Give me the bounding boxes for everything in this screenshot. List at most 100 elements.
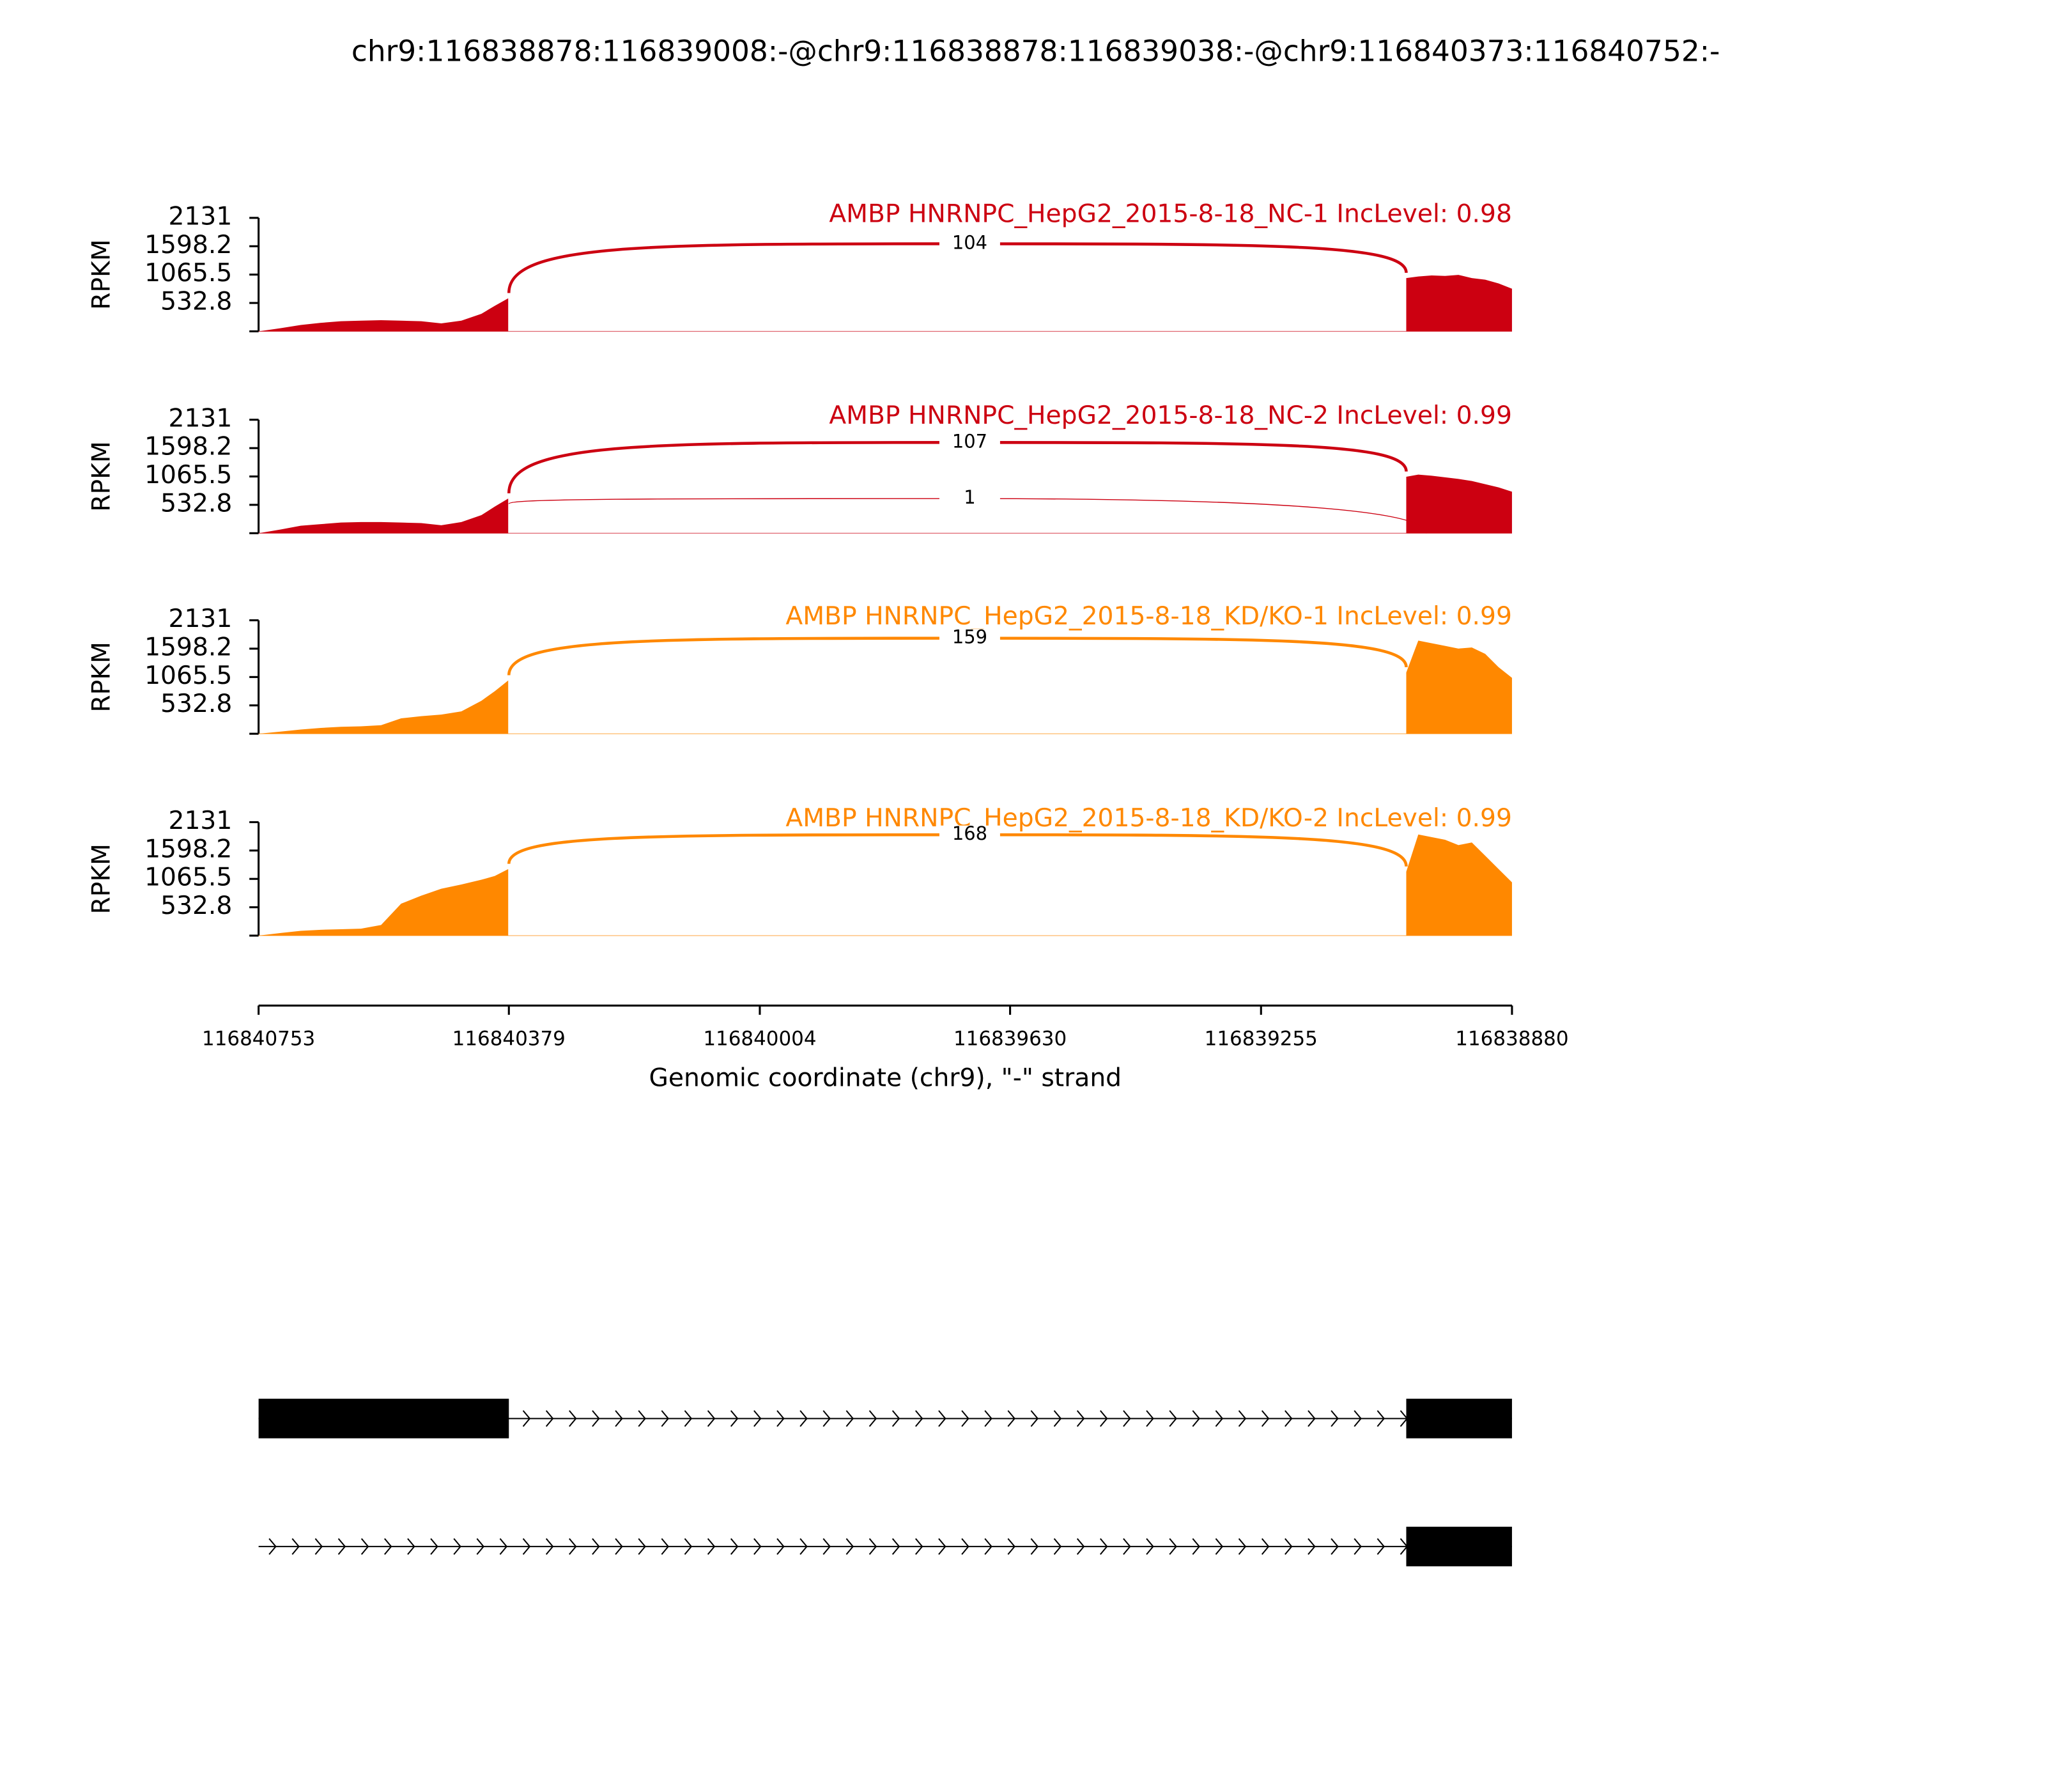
strand-arrow [545,1410,554,1427]
strand-arrow [522,1538,531,1555]
strand-arrow [1354,1410,1362,1427]
strand-arrow [961,1410,969,1427]
strand-arrow [268,1538,277,1555]
strand-arrow [753,1410,762,1427]
y-tick-label: 2131 [169,404,233,433]
strand-arrow [1192,1410,1200,1427]
strand-arrow [1261,1410,1270,1427]
strand-arrow [776,1538,785,1555]
strand-arrow [314,1538,323,1555]
strand-arrow [984,1538,992,1555]
strand-arrow [984,1410,992,1427]
strand-arrow [1215,1410,1224,1427]
x-tick-label: 116840004 [703,1028,816,1051]
strand-arrow [1076,1538,1085,1555]
strand-arrow [545,1538,554,1555]
coverage-area [258,275,1512,332]
x-tick-label: 116839255 [1205,1028,1318,1051]
strand-arrow [1123,1538,1131,1555]
strand-arrow [1285,1410,1293,1427]
strand-arrow [638,1410,646,1427]
strand-arrow [1007,1410,1015,1427]
strand-arrow [638,1538,646,1555]
strand-arrow [1377,1538,1385,1555]
strand-arrow [360,1538,369,1555]
strand-arrow [291,1538,300,1555]
strand-arrow [1192,1538,1200,1555]
strand-arrow [914,1410,923,1427]
strand-arrow [592,1410,600,1427]
strand-arrow [592,1538,600,1555]
strand-arrow [961,1538,969,1555]
junction-label: 168 [952,823,987,844]
junction-label-bg [939,629,1000,648]
y-tick-label: 1598.2 [144,835,232,863]
exon [1406,1526,1512,1566]
panel-title: AMBP HNRNPC_HepG2_2015-8-18_NC-2 IncLeve… [829,401,1512,430]
strand-arrow [1146,1538,1154,1555]
y-tick-label: 2131 [169,605,233,633]
strand-arrow [868,1410,877,1427]
strand-arrow [776,1410,785,1427]
strand-arrow [522,1410,531,1427]
y-tick-label: 2131 [169,202,233,231]
strand-arrow [661,1538,670,1555]
strand-arrow [615,1410,623,1427]
strand-arrow [476,1538,484,1555]
strand-arrow [1169,1410,1177,1427]
y-tick-label: 1598.2 [144,433,232,461]
strand-arrow [868,1538,877,1555]
strand-arrow [684,1538,693,1555]
junction-label: 107 [952,430,987,452]
x-tick-label: 116840379 [452,1028,566,1051]
junction-label-bg [939,235,1000,253]
strand-arrow [822,1538,831,1555]
strand-arrow [1053,1538,1062,1555]
strand-arrow [499,1538,508,1555]
exon [1406,1398,1512,1439]
strand-arrow [1285,1538,1293,1555]
y-axis-label: RPKM [88,642,116,712]
strand-arrow [1100,1538,1108,1555]
y-tick-label: 532.8 [160,892,232,920]
strand-arrow [1354,1538,1362,1555]
y-tick-label: 532.8 [160,489,232,518]
chart-title: chr9:116838878:116839008:-@chr9:11683887… [351,34,1720,68]
y-axis-label: RPKM [88,844,116,914]
y-axis-label: RPKM [88,441,116,511]
strand-arrow [430,1538,438,1555]
coverage-area [258,640,1512,734]
strand-arrow [1308,1538,1316,1555]
coverage-area [258,834,1512,936]
strand-arrow [1030,1410,1039,1427]
strand-arrow [407,1538,415,1555]
strand-arrow [1238,1538,1247,1555]
strand-arrow [1007,1538,1015,1555]
strand-arrow [938,1538,946,1555]
y-tick-label: 532.8 [160,690,232,718]
strand-arrow [661,1410,670,1427]
strand-arrow [753,1538,762,1555]
strand-arrow [1331,1538,1339,1555]
strand-arrow [938,1410,946,1427]
strand-arrow [730,1410,739,1427]
coverage-area [258,474,1512,534]
y-tick-label: 2131 [169,807,233,835]
strand-arrow [799,1410,808,1427]
strand-arrow [1053,1410,1062,1427]
panel-title: AMBP HNRNPC_HepG2_2015-8-18_KD/KO-2 IncL… [785,804,1512,833]
strand-arrow [684,1410,693,1427]
strand-arrow [569,1538,577,1555]
y-tick-label: 1065.5 [144,259,232,288]
junction-label-bg [939,825,1000,844]
panel-title: AMBP HNRNPC_HepG2_2015-8-18_NC-1 IncLeve… [829,199,1512,228]
strand-arrow [799,1538,808,1555]
strand-arrow [1331,1410,1339,1427]
strand-arrow [1308,1410,1316,1427]
junction-label: 104 [952,231,987,253]
panel-title: AMBP HNRNPC_HepG2_2015-8-18_KD/KO-1 IncL… [785,602,1512,631]
y-axis-label: RPKM [88,239,116,309]
strand-arrow [1146,1410,1154,1427]
strand-arrow [914,1538,923,1555]
